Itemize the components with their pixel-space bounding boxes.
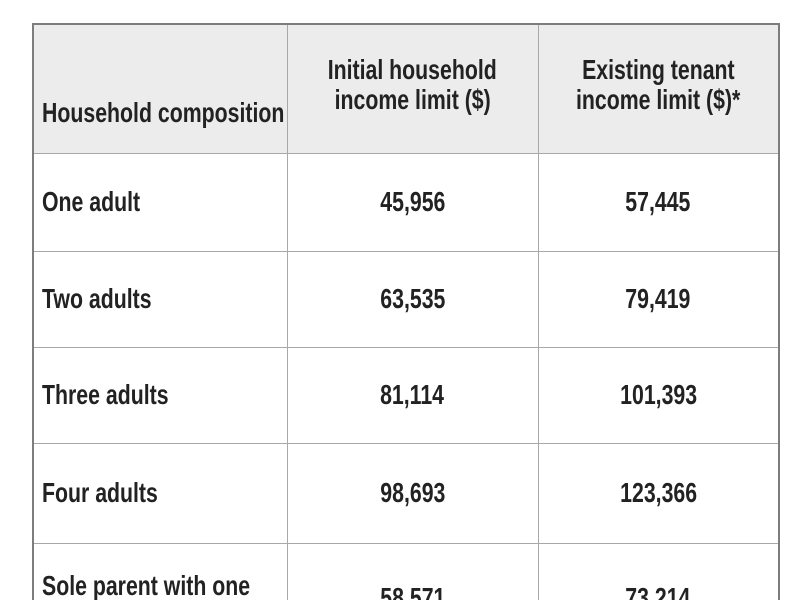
initial-limit-value: 81,114	[380, 379, 445, 410]
existing-limit-cell: 101,393	[537, 346, 780, 444]
existing-limit-value: 101,393	[619, 379, 697, 410]
row-label-cell: Three adults	[32, 346, 288, 444]
initial-limit-cell: 58,571	[286, 542, 539, 600]
header-label-line: income limit ($)	[334, 83, 491, 115]
existing-limit-cell: 73,214	[537, 542, 780, 600]
row-label-cell: One adult	[32, 152, 288, 252]
table-row: Three adults 81,114 101,393	[32, 346, 780, 444]
income-limits-table: Household composition Initial household …	[32, 23, 780, 600]
table-row: Two adults 63,535 79,419	[32, 250, 780, 348]
row-label: Sole parent with one	[42, 569, 251, 600]
table-row: Sole parent with one 58,571 73,214	[32, 542, 780, 600]
row-label: Two adults	[42, 283, 152, 314]
existing-limit-cell: 123,366	[537, 442, 780, 544]
existing-limit-value: 73,214	[625, 581, 691, 600]
header-cell-initial-income-limit: Initial household income limit ($)	[286, 23, 539, 154]
row-label-cell: Four adults	[32, 442, 288, 544]
existing-limit-value: 123,366	[619, 477, 697, 508]
existing-limit-value: 57,445	[625, 186, 691, 217]
initial-limit-value: 45,956	[379, 186, 446, 217]
row-label: Three adults	[42, 379, 169, 410]
initial-limit-cell: 81,114	[286, 346, 539, 444]
table-row: Four adults 98,693 123,366	[32, 442, 780, 544]
header-cell-household-composition: Household composition	[32, 23, 288, 154]
header-row: Household composition Initial household …	[32, 23, 780, 154]
initial-limit-value: 58,571	[379, 581, 446, 600]
row-label: Four adults	[42, 477, 158, 508]
header-label-line: income limit ($)*	[576, 83, 741, 115]
existing-limit-cell: 79,419	[537, 250, 780, 348]
header-cell-existing-tenant-income-limit: Existing tenant income limit ($)*	[537, 23, 780, 154]
existing-limit-cell: 57,445	[537, 152, 780, 252]
header-label: Household composition	[42, 96, 285, 128]
initial-limit-cell: 45,956	[286, 152, 539, 252]
row-label-cell: Sole parent with one	[32, 542, 288, 600]
initial-limit-value: 63,535	[379, 283, 446, 314]
existing-limit-value: 79,419	[625, 283, 691, 314]
row-label: One adult	[42, 186, 141, 217]
table-row: One adult 45,956 57,445	[32, 152, 780, 252]
initial-limit-value: 98,693	[379, 477, 446, 508]
header-label-line: Initial household	[327, 53, 498, 85]
initial-limit-cell: 63,535	[286, 250, 539, 348]
row-label-cell: Two adults	[32, 250, 288, 348]
header-label-line: Existing tenant	[581, 53, 735, 85]
initial-limit-cell: 98,693	[286, 442, 539, 544]
